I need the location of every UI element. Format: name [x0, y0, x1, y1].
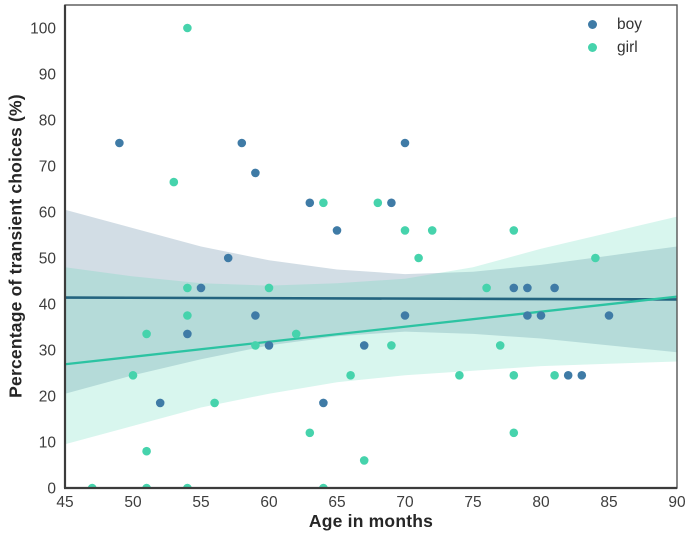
- data-point-girl: [142, 329, 151, 339]
- data-point-girl: [509, 371, 519, 380]
- y-tick-label: 0: [47, 481, 56, 498]
- data-point-boy: [400, 138, 410, 148]
- plot-area: [65, 23, 677, 488]
- y-tick-label: 30: [39, 343, 57, 360]
- data-point-girl: [128, 371, 138, 380]
- data-point-boy: [183, 329, 192, 339]
- x-tick-label: 80: [532, 494, 550, 511]
- legend: boy girl: [588, 13, 642, 59]
- data-point-boy: [536, 311, 546, 320]
- x-tick-label: 50: [124, 494, 142, 511]
- data-point-boy: [563, 371, 573, 380]
- data-point-girl: [591, 253, 600, 263]
- data-point-boy: [237, 138, 247, 148]
- data-point-boy: [359, 341, 369, 350]
- y-axis-label: Percentage of transient choices (%): [5, 94, 26, 398]
- data-point-girl: [400, 226, 410, 235]
- data-point-boy: [523, 283, 532, 293]
- x-axis-label: Age in months: [308, 511, 434, 531]
- data-point-girl: [373, 198, 383, 208]
- x-tick-label: 65: [328, 494, 345, 511]
- legend-marker-boy-icon: [588, 20, 597, 29]
- data-point-boy: [251, 311, 260, 320]
- x-tick-label: 60: [260, 494, 278, 511]
- data-point-boy: [332, 226, 342, 235]
- data-point-girl: [387, 341, 396, 350]
- data-point-girl: [183, 311, 192, 320]
- data-point-girl: [550, 371, 559, 380]
- data-point-girl: [264, 283, 274, 293]
- data-point-girl: [455, 371, 464, 380]
- y-tick-label: 100: [30, 21, 56, 38]
- data-point-boy: [400, 311, 410, 320]
- legend-item-girl: girl: [588, 36, 642, 59]
- legend-label-boy: boy: [617, 15, 642, 33]
- x-tick-label: 70: [396, 494, 414, 511]
- data-point-girl: [427, 226, 437, 235]
- data-point-girl: [291, 329, 301, 339]
- data-point-girl: [319, 198, 328, 208]
- data-point-boy: [115, 138, 124, 148]
- y-tick-label: 20: [39, 389, 57, 406]
- data-point-girl: [142, 446, 151, 456]
- data-point-boy: [604, 311, 614, 320]
- y-tick-label: 80: [39, 113, 57, 130]
- data-point-girl: [169, 177, 179, 187]
- regression-line-boy: [65, 296, 677, 301]
- data-point-boy: [155, 398, 165, 408]
- data-point-girl: [346, 371, 355, 380]
- data-point-girl: [509, 428, 519, 438]
- data-point-boy: [223, 253, 233, 263]
- y-tick-label: 70: [39, 159, 57, 176]
- data-point-girl: [183, 23, 192, 33]
- data-point-boy: [319, 398, 328, 408]
- y-tick-label: 50: [39, 251, 57, 268]
- legend-item-boy: boy: [588, 13, 642, 36]
- data-point-boy: [196, 283, 206, 293]
- data-point-girl: [509, 226, 519, 235]
- data-point-boy: [305, 198, 315, 208]
- data-point-boy: [577, 371, 587, 380]
- data-point-girl: [210, 398, 219, 408]
- x-tick-label: 55: [192, 494, 209, 511]
- regression-line-girl: [65, 295, 677, 366]
- data-point-boy: [251, 168, 260, 178]
- data-point-girl: [359, 456, 369, 465]
- data-point-boy: [550, 283, 559, 293]
- y-tick-label: 90: [39, 67, 57, 84]
- data-points-girl: [87, 23, 600, 488]
- data-point-girl: [305, 428, 315, 438]
- y-tick-label: 60: [39, 205, 57, 222]
- data-points-boy: [115, 138, 614, 408]
- x-tick-label: 85: [600, 494, 617, 511]
- y-tick-label: 10: [39, 435, 57, 452]
- data-point-girl: [495, 341, 505, 350]
- data-point-girl: [482, 283, 491, 293]
- x-tick-label: 45: [56, 494, 73, 511]
- data-point-boy: [387, 198, 396, 208]
- data-point-girl: [251, 341, 260, 350]
- legend-marker-girl-icon: [588, 43, 597, 52]
- data-point-girl: [414, 253, 423, 263]
- x-tick-label: 90: [668, 494, 685, 511]
- data-point-girl: [183, 283, 192, 293]
- x-tick-label: 75: [464, 494, 481, 511]
- legend-label-girl: girl: [617, 38, 638, 56]
- data-point-boy: [509, 283, 519, 293]
- data-point-boy: [264, 341, 274, 350]
- y-tick-label: 40: [39, 297, 57, 314]
- data-point-boy: [523, 311, 532, 320]
